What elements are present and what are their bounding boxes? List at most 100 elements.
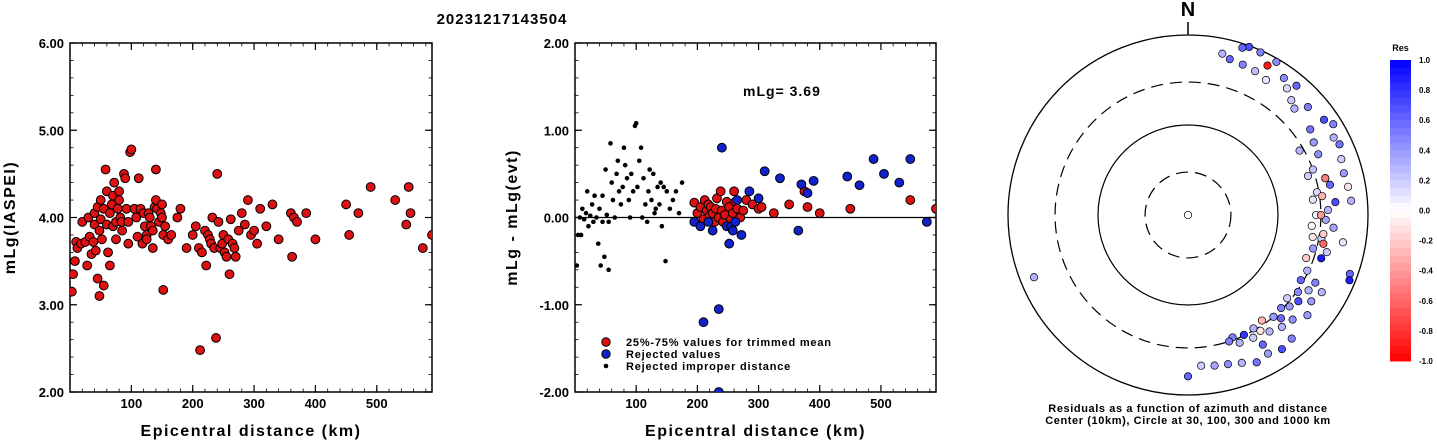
rejected-point — [713, 304, 724, 315]
improper-distance-point — [661, 184, 667, 190]
station-point — [147, 225, 158, 236]
rejected-point — [727, 225, 738, 236]
colorbar-segment — [1390, 233, 1411, 242]
colorbar-segment — [1390, 240, 1411, 249]
colorbar-segment — [1390, 338, 1411, 347]
improper-distance-point — [615, 158, 621, 164]
residual-point — [1344, 182, 1353, 191]
station-point — [401, 219, 412, 230]
station-point — [117, 225, 128, 236]
residual-point — [1257, 316, 1266, 325]
residual-point — [1282, 84, 1291, 93]
residual-point — [1292, 81, 1301, 90]
residual-vs-distance-panel: -2.00 -1.00 0.00 1.00 2.00 100 200 300 400 500 Epi… — [504, 36, 937, 440]
colorbar-segment — [1390, 300, 1411, 309]
station-point — [104, 208, 115, 219]
rejected-point — [868, 154, 879, 164]
rejected-point — [716, 142, 727, 153]
improper-distance-point — [646, 189, 651, 194]
colorbar-segment — [1390, 142, 1411, 151]
residual-point — [1321, 174, 1330, 183]
residual-point — [1239, 330, 1248, 339]
station-point — [70, 269, 78, 280]
colorbar-segment — [1390, 105, 1411, 114]
residual-point — [1252, 358, 1261, 367]
improper-distance-point — [575, 263, 580, 268]
station-point — [292, 216, 302, 227]
residual-point — [1272, 57, 1281, 66]
station-point — [147, 243, 158, 253]
station-point — [175, 203, 186, 214]
colorbar-title: Res — [1392, 43, 1409, 53]
x-tick-label: 400 — [305, 396, 327, 411]
station-point — [94, 291, 105, 301]
station-point — [225, 214, 236, 225]
colorbar-tick-label: -0.2 — [1419, 237, 1433, 246]
station-point — [213, 216, 224, 227]
y-tick-label: 6.00 — [39, 36, 64, 51]
station-point — [109, 177, 120, 188]
residual-point — [1288, 315, 1297, 324]
station-point — [341, 199, 352, 210]
colorbar-segment — [1390, 308, 1411, 317]
rejected-point — [879, 168, 889, 179]
rejected-point — [808, 175, 819, 186]
station-point — [190, 221, 201, 232]
residual-point — [1279, 74, 1288, 83]
colorbar-tick-label: 0.8 — [1419, 86, 1431, 95]
residual-point — [1303, 311, 1312, 320]
x-tick-label: 500 — [366, 396, 388, 411]
residual-point — [1223, 360, 1233, 369]
station-point — [126, 144, 137, 155]
residual-point — [1256, 326, 1265, 335]
residual-point — [1251, 67, 1260, 76]
station-point — [301, 208, 312, 219]
rejected-point — [894, 177, 905, 188]
colorbar-segment — [1390, 323, 1411, 332]
polar-points — [1029, 42, 1356, 381]
station-point — [905, 195, 916, 205]
azimuth-residual-polar-panel: N Residuals as a function of azimuth and … — [1007, 0, 1433, 427]
residual-point — [1218, 49, 1227, 58]
station-point — [814, 208, 825, 219]
figure-title: 20231217143504 — [437, 11, 568, 28]
residual-point — [1249, 324, 1258, 333]
y-tick-label: -1.00 — [539, 298, 569, 313]
residual-point — [1225, 55, 1234, 64]
residual-point — [1265, 327, 1274, 336]
residual-point — [1331, 198, 1340, 207]
station-point — [715, 186, 726, 197]
rejected-point — [921, 216, 932, 227]
improper-distance-point — [643, 202, 648, 207]
station-point — [729, 186, 739, 197]
station-point — [187, 230, 198, 240]
colorbar-tick-label: 0.6 — [1419, 116, 1431, 125]
improper-distance-point — [598, 263, 603, 268]
magnitude-vs-distance-panel: 2.00 3.00 4.00 5.00 6.00 100 200 300 400 500 Epice… — [2, 36, 433, 440]
station-point — [230, 251, 241, 262]
station-point — [166, 230, 177, 240]
x-tick-label: 200 — [687, 396, 709, 411]
colorbar-tick-label: 0.2 — [1419, 176, 1431, 185]
data-points — [70, 144, 432, 356]
improper-distance-point — [620, 184, 626, 190]
improper-distance-point — [659, 223, 665, 229]
colorbar-segment — [1390, 278, 1411, 287]
rejected-point — [759, 166, 770, 177]
colorbar-segment — [1390, 270, 1411, 279]
station-point — [197, 247, 207, 258]
legend-marker — [601, 337, 611, 347]
improper-distance-point — [603, 167, 608, 172]
x-tick-label: 300 — [748, 396, 770, 411]
improper-distance-point — [624, 175, 630, 181]
improper-distance-point — [638, 145, 644, 150]
station-point — [123, 238, 134, 249]
station-point — [243, 195, 253, 205]
station-point — [92, 273, 103, 284]
station-point — [344, 230, 355, 240]
station-point — [236, 208, 247, 219]
station-point — [310, 234, 321, 245]
improper-distance-point — [606, 267, 611, 273]
x-tick-label: 200 — [182, 396, 204, 411]
colorbar-tick-label: -0.4 — [1419, 267, 1433, 276]
